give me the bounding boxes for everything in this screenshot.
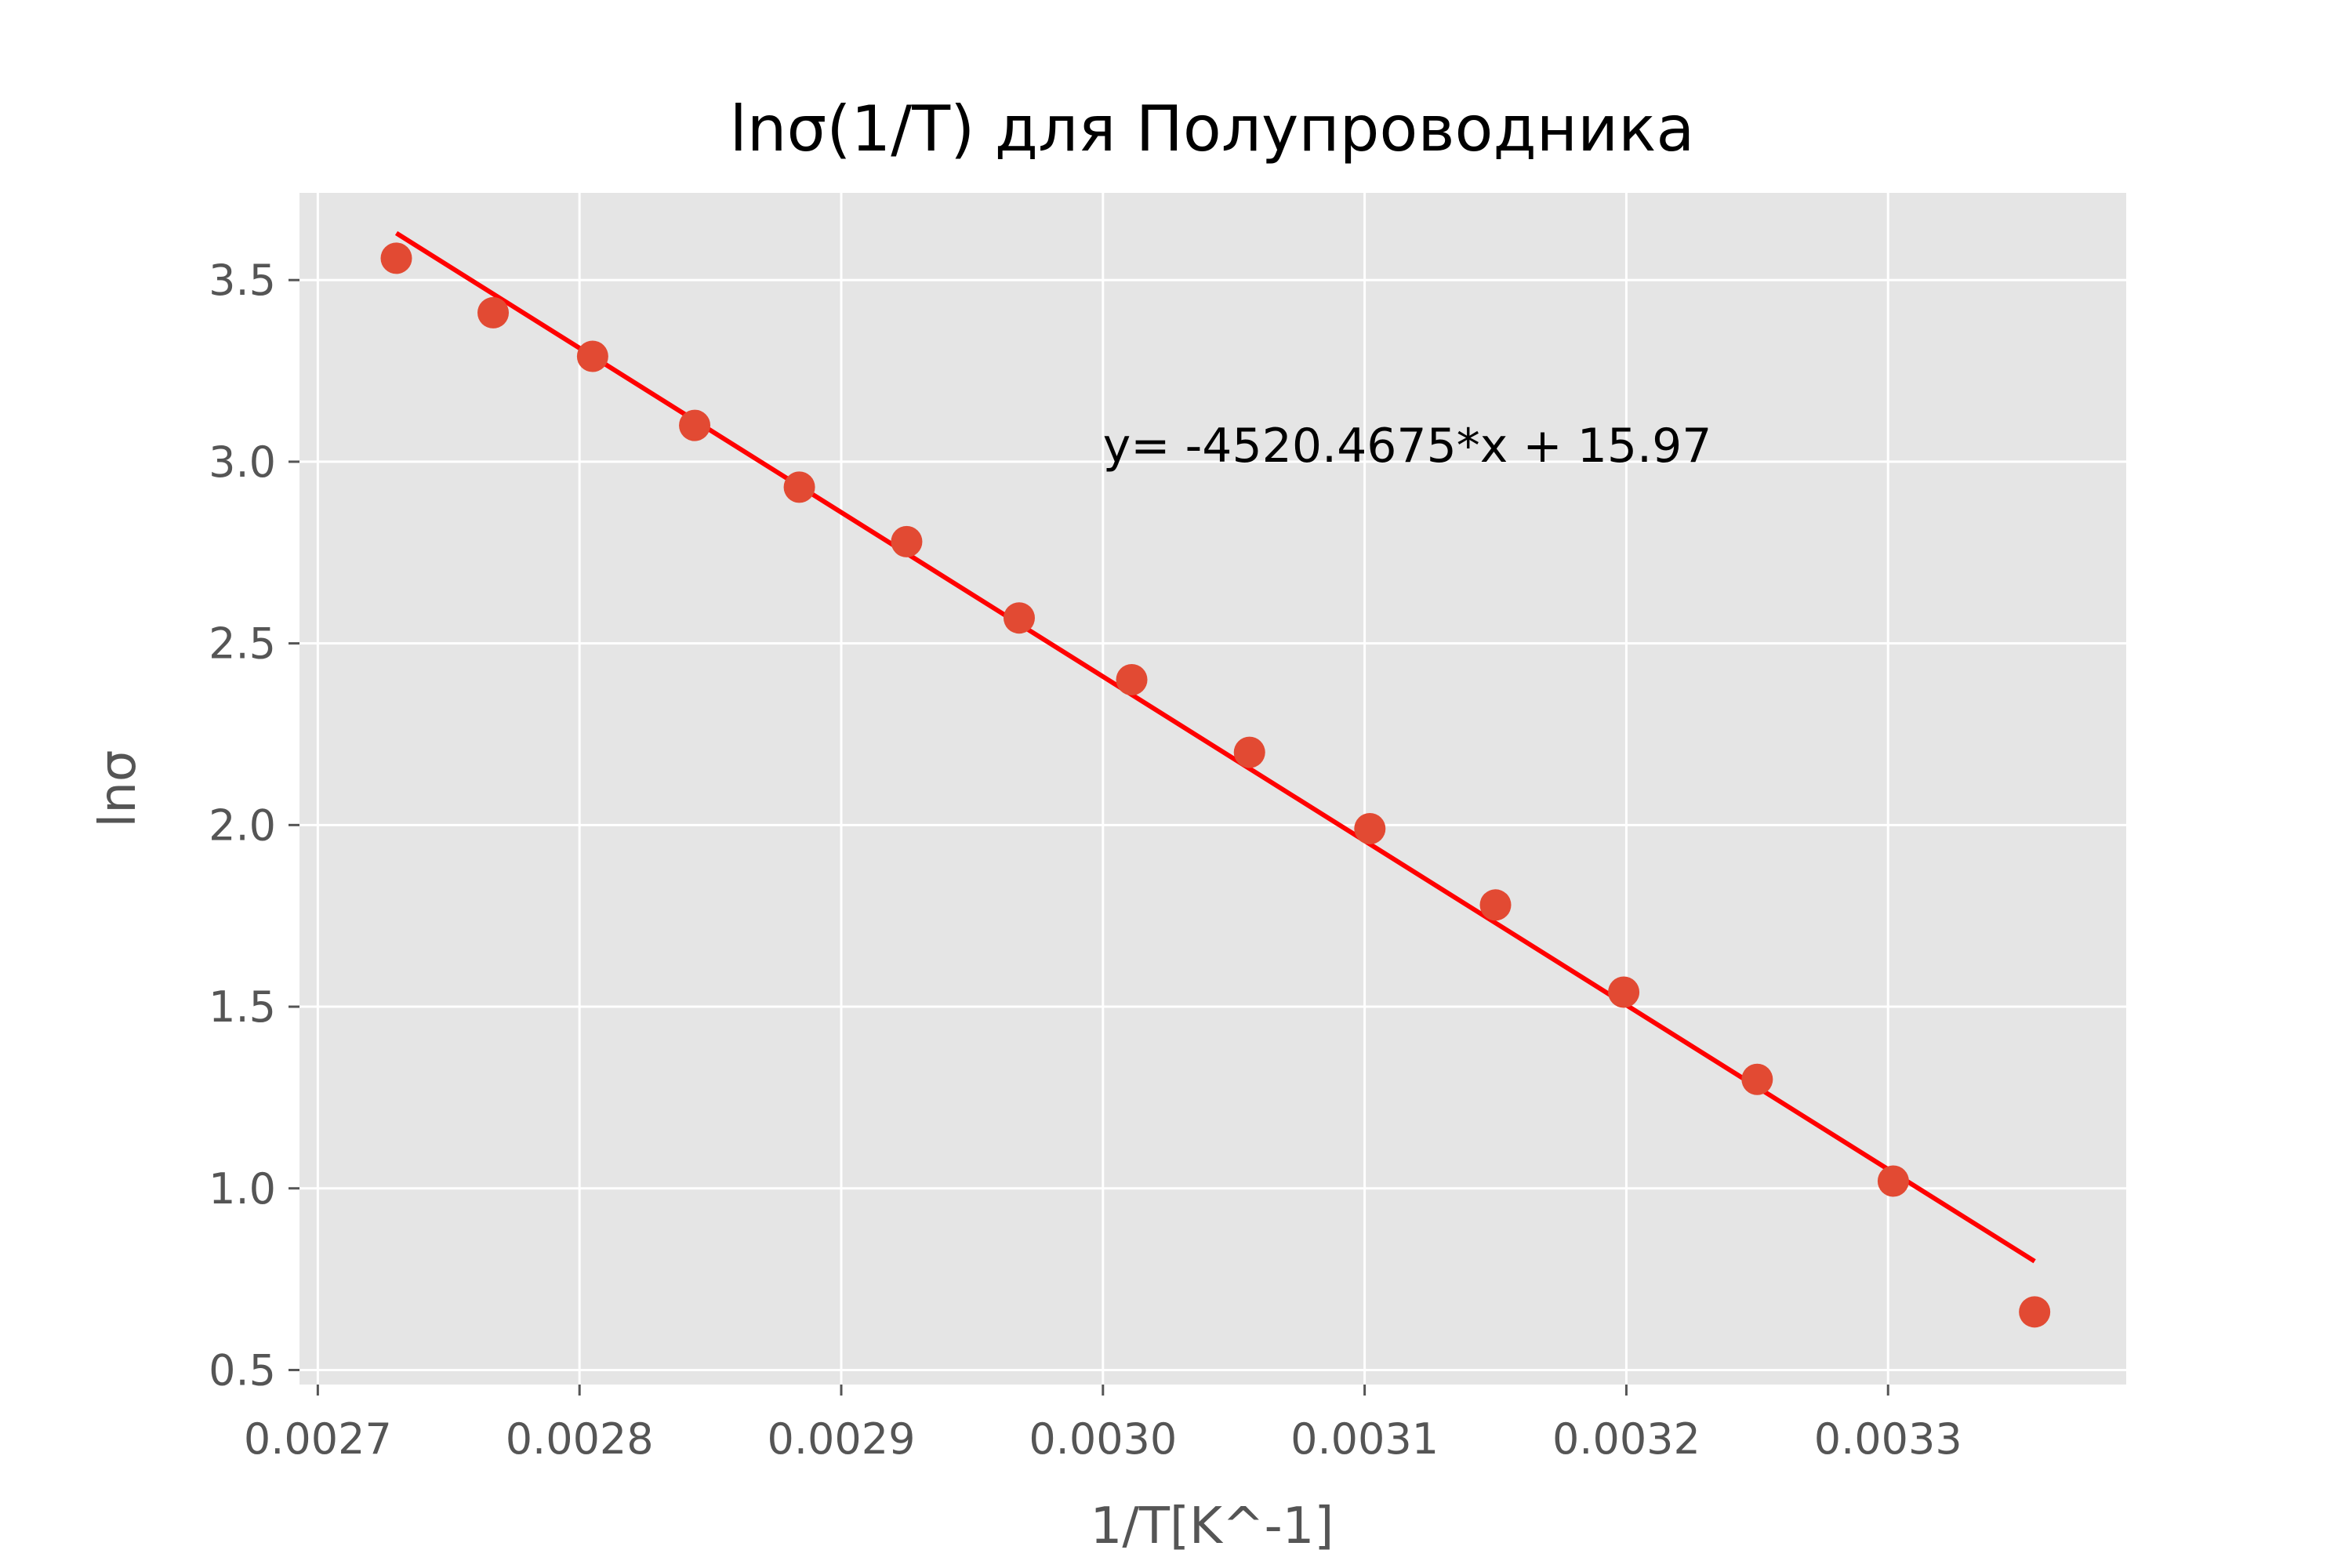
data-point xyxy=(1003,602,1035,634)
grid xyxy=(299,193,2126,1385)
x-tick-label: 0.0030 xyxy=(1029,1414,1177,1464)
x-tick-label: 0.0031 xyxy=(1290,1414,1439,1464)
data-point xyxy=(1116,663,1148,695)
data-point xyxy=(380,242,412,274)
data-point xyxy=(783,471,815,503)
data-point xyxy=(1479,889,1512,921)
x-tick-label: 0.0027 xyxy=(244,1414,392,1464)
data-point xyxy=(1877,1165,1909,1197)
x-axis-label: 1/T[K^-1] xyxy=(1091,1497,1334,1555)
x-tick-label: 0.0029 xyxy=(768,1414,916,1464)
x-tick-label: 0.0033 xyxy=(1814,1414,1962,1464)
y-axis-label: lnσ xyxy=(89,750,147,828)
data-points xyxy=(380,242,2051,1328)
y-tick-label: 2.0 xyxy=(209,800,276,850)
y-tick-label: 1.0 xyxy=(209,1164,276,1214)
y-tick-label: 0.5 xyxy=(209,1345,276,1395)
data-point xyxy=(891,525,923,557)
y-tick-label: 3.5 xyxy=(209,256,276,305)
data-point xyxy=(2019,1296,2051,1328)
fit-equation-annotation: y= -4520.4675*x + 15.97 xyxy=(1103,419,1712,474)
y-tick-label: 2.5 xyxy=(209,619,276,669)
data-point xyxy=(1608,976,1640,1008)
chart-title: lnσ(1/T) для Полупроводника xyxy=(730,93,1695,165)
data-point xyxy=(1354,812,1386,844)
data-point xyxy=(576,340,608,372)
plot-background xyxy=(299,193,2126,1385)
data-point xyxy=(477,296,510,328)
y-tick-label: 1.5 xyxy=(209,982,276,1032)
axis-ticks: 0.0027 0.0028 0.0029 0.0030 0.0031 0.0032 0.00… xyxy=(209,256,1962,1464)
data-point xyxy=(1741,1063,1773,1095)
x-tick-label: 0.0028 xyxy=(506,1414,654,1464)
data-point xyxy=(1233,736,1265,768)
data-point xyxy=(679,409,711,441)
y-tick-label: 3.0 xyxy=(209,437,276,487)
x-tick-label: 0.0032 xyxy=(1552,1414,1700,1464)
